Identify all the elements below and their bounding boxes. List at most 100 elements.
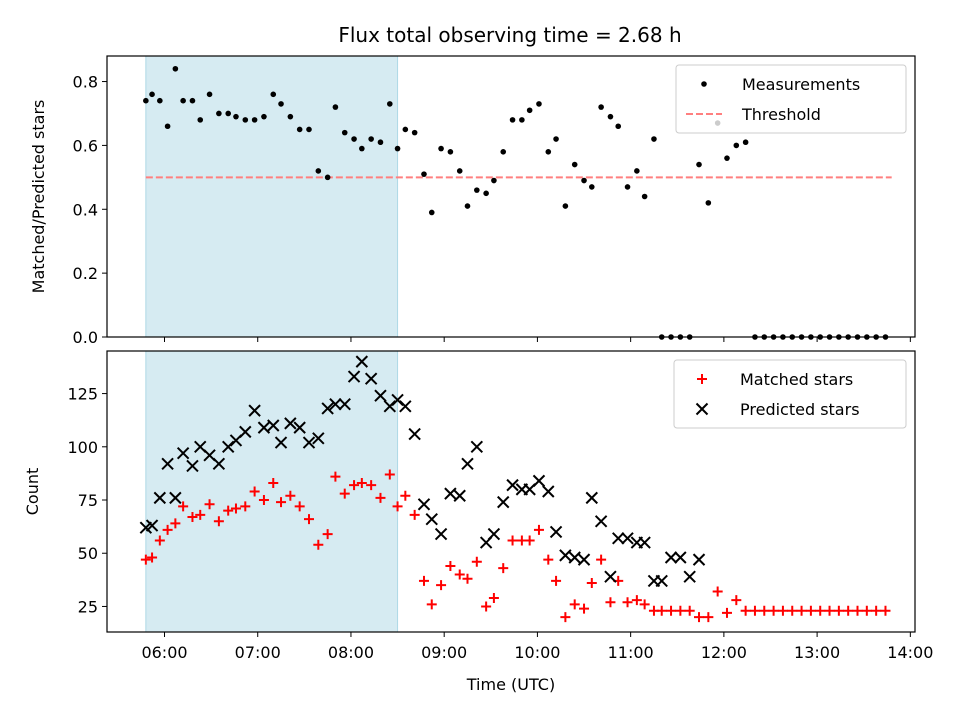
data-point	[471, 556, 482, 567]
data-point	[374, 389, 387, 402]
data-point	[421, 171, 427, 177]
legend-label: Predicted stars	[740, 400, 860, 419]
data-point	[375, 492, 386, 503]
data-point	[315, 168, 322, 174]
data-point	[638, 536, 651, 549]
data-point	[497, 495, 510, 509]
data-point	[712, 586, 723, 597]
data-point	[145, 519, 159, 532]
data-point	[559, 549, 572, 562]
data-point	[270, 91, 277, 98]
legend-box	[673, 359, 907, 429]
data-point	[312, 432, 325, 445]
data-point	[162, 524, 173, 535]
data-point	[568, 551, 581, 564]
data-point	[329, 398, 342, 411]
data-point	[474, 187, 480, 193]
x-tick-label: 07:00	[235, 643, 281, 662]
data-point	[684, 605, 695, 616]
data-point	[634, 168, 640, 174]
data-point	[612, 532, 625, 545]
data-point	[805, 605, 816, 616]
data-point	[470, 440, 484, 454]
x-tick-label: 12:00	[701, 643, 747, 662]
data-point	[861, 605, 872, 616]
data-point	[444, 487, 457, 500]
data-point	[189, 97, 196, 104]
data-point	[579, 603, 590, 614]
data-point	[296, 126, 303, 133]
data-point	[384, 469, 395, 480]
data-point	[506, 478, 519, 492]
data-point	[186, 459, 199, 473]
x-tick-label: 14:00	[887, 643, 933, 662]
shaded-region	[145, 350, 399, 633]
data-point	[212, 457, 226, 471]
data-point	[733, 142, 740, 149]
data-point	[621, 532, 634, 545]
data-point	[655, 574, 668, 588]
data-point	[154, 535, 165, 546]
data-point	[453, 489, 466, 502]
x-tick-label: 08:00	[328, 643, 374, 662]
x-axis-label: Time (UTC)	[466, 675, 555, 694]
x-tick-label: 11:00	[608, 643, 654, 662]
data-point	[287, 113, 294, 120]
data-point	[536, 101, 542, 107]
data-point	[434, 527, 448, 541]
axes-frame	[106, 350, 916, 633]
top-panel: 0.0 0.2 0.4 0.6 0.8 Matched/Predicted stars Me…	[29, 55, 916, 347]
legend: Matched stars Predicted stars	[673, 359, 907, 429]
data-point	[787, 605, 798, 616]
data-point	[294, 501, 305, 512]
data-point	[705, 200, 712, 206]
legend: Measurements Threshold	[675, 64, 907, 134]
data-point	[436, 580, 447, 591]
data-point	[392, 501, 403, 512]
data-point	[607, 113, 614, 120]
data-point	[368, 136, 374, 142]
bottom-panel: 25 50 75 100 125 06:00 07:00 08:00 09:00 10:00 11:…	[23, 350, 933, 694]
data-point	[428, 209, 435, 216]
data-point	[500, 148, 507, 155]
data-point	[306, 126, 312, 133]
data-point	[639, 599, 650, 610]
data-point	[153, 491, 167, 505]
data-point	[409, 509, 420, 520]
data-point	[577, 553, 591, 566]
data-point	[651, 136, 657, 142]
x-tick-label: 10:00	[514, 643, 560, 662]
data-point	[195, 509, 206, 520]
y-tick-label: 0.6	[73, 136, 98, 155]
data-point	[213, 516, 224, 527]
data-point	[324, 174, 331, 181]
data-point	[532, 474, 546, 488]
data-point	[456, 168, 463, 174]
data-point	[377, 139, 384, 146]
y-tick-label: 0.4	[73, 200, 98, 219]
data-point	[462, 573, 473, 584]
data-point	[285, 490, 296, 501]
legend-marker	[695, 402, 709, 416]
data-point	[330, 471, 341, 482]
legend-box	[675, 64, 907, 134]
data-point	[498, 563, 509, 574]
data-point	[721, 607, 732, 618]
axes-frame	[106, 55, 916, 338]
data-point	[223, 505, 234, 516]
data-point	[622, 597, 633, 608]
data-point	[364, 372, 378, 385]
data-point	[605, 597, 616, 608]
data-point	[694, 612, 705, 623]
data-point	[674, 551, 687, 564]
data-point	[302, 436, 316, 449]
data-point	[571, 161, 578, 168]
data-point	[664, 551, 678, 564]
data-point	[692, 553, 706, 566]
y-tick-label: 0.2	[73, 264, 98, 283]
data-point	[833, 605, 844, 616]
data-point	[551, 575, 562, 586]
data-point	[147, 552, 158, 563]
data-point	[426, 599, 437, 610]
